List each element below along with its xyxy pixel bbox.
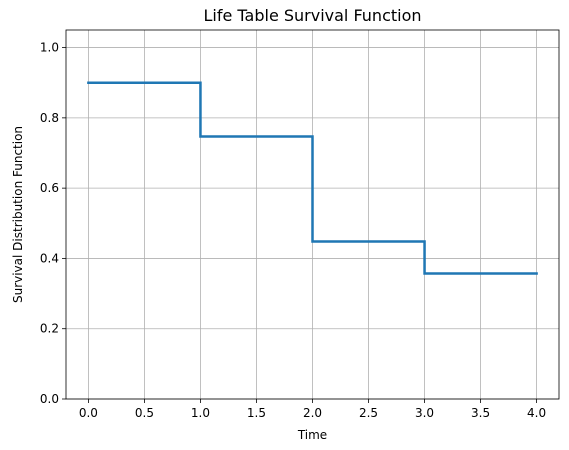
y-tick-label: 0.2 <box>40 322 59 336</box>
y-tick-label: 0.4 <box>40 251 59 265</box>
series-group <box>87 81 538 275</box>
y-tick-label: 1.0 <box>40 41 59 55</box>
y-axis-ticks: 0.0 0.2 0.4 0.6 0.8 1.0 <box>40 41 66 406</box>
x-axis-label: Time <box>297 428 327 442</box>
chart-title: Life Table Survival Function <box>203 6 421 25</box>
y-tick-label: 0.8 <box>40 111 59 125</box>
x-tick-label: 1.0 <box>191 406 210 420</box>
x-tick-label: 3.5 <box>471 406 490 420</box>
x-tick-label: 0.5 <box>135 406 154 420</box>
y-axis-label: Survival Distribution Function <box>11 126 25 303</box>
x-tick-label: 0.0 <box>79 406 98 420</box>
x-tick-label: 2.0 <box>303 406 322 420</box>
y-tick-label: 0.6 <box>40 181 59 195</box>
x-axis-ticks: 0.0 0.5 1.0 1.5 2.0 2.5 3.0 3.5 4.0 <box>79 399 546 420</box>
x-tick-label: 3.0 <box>415 406 434 420</box>
x-tick-label: 1.5 <box>247 406 266 420</box>
x-tick-label: 2.5 <box>359 406 378 420</box>
survival-step-line <box>87 81 538 275</box>
y-tick-label: 0.0 <box>40 392 59 406</box>
x-tick-label: 4.0 <box>527 406 546 420</box>
